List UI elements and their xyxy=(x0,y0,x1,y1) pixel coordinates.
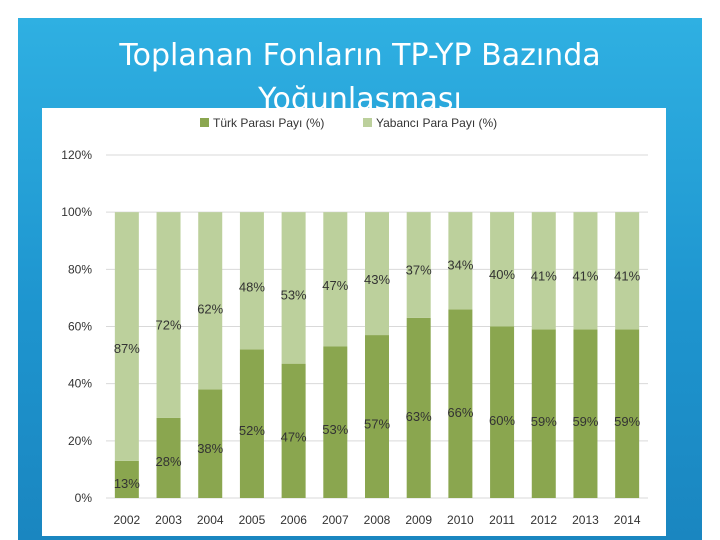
legend-label-yp: Yabancı Para Payı (%) xyxy=(376,116,497,130)
bar-tp-2004 xyxy=(198,389,223,498)
data-label-tp-2004: 38% xyxy=(197,441,223,456)
data-label-yp-2006: 53% xyxy=(281,287,307,302)
bar-tp-2011 xyxy=(490,326,515,498)
bar-yp-2005 xyxy=(239,212,264,350)
bar-yp-2007 xyxy=(323,212,348,347)
x-tick-label: 2002 xyxy=(113,513,140,527)
bar-tp-2005 xyxy=(239,349,264,498)
bar-yp-2014 xyxy=(615,212,640,330)
legend-swatch-yp xyxy=(363,118,372,127)
y-tick-label: 20% xyxy=(68,434,92,448)
bar-yp-2013 xyxy=(573,212,598,330)
data-label-tp-2010: 66% xyxy=(447,405,473,420)
bar-tp-2013 xyxy=(573,329,598,498)
bar-yp-2010 xyxy=(448,212,473,310)
x-tick-label: 2014 xyxy=(614,513,641,527)
bar-yp-2008 xyxy=(365,212,389,336)
data-label-tp-2014: 59% xyxy=(614,414,640,429)
bar-tp-2008 xyxy=(365,335,389,498)
data-label-tp-2008: 57% xyxy=(364,417,390,432)
chart-panel: 0% 20% 40% 60% 80% 100% 120% 13% 87% 2002 28% 72% 20… xyxy=(42,108,666,536)
data-label-yp-2005: 48% xyxy=(239,280,265,295)
bar-yp-2009 xyxy=(406,212,431,318)
data-label-yp-2012: 41% xyxy=(531,269,557,284)
bar-yp-2004 xyxy=(198,212,223,390)
x-tick-label: 2009 xyxy=(405,513,432,527)
slide-title: Toplanan Fonların TP-YP Bazında Yoğunlaş… xyxy=(119,38,601,108)
x-tick-label: 2006 xyxy=(280,513,307,527)
data-label-yp-2007: 47% xyxy=(322,278,348,293)
data-label-tp-2013: 59% xyxy=(572,414,598,429)
data-label-yp-2008: 43% xyxy=(364,272,390,287)
bar-tp-2007 xyxy=(323,346,348,498)
bar-yp-2002 xyxy=(114,212,139,461)
y-tick-label: 60% xyxy=(68,320,92,334)
data-label-yp-2013: 41% xyxy=(572,269,598,284)
bar-tp-2009 xyxy=(406,317,431,498)
bar-tp-2012 xyxy=(531,329,556,498)
data-label-yp-2003: 72% xyxy=(156,317,182,332)
data-label-yp-2004: 62% xyxy=(197,302,223,317)
x-tick-label: 2005 xyxy=(239,513,266,527)
x-tick-label: 2003 xyxy=(155,513,182,527)
bar-yp-2012 xyxy=(531,212,556,330)
data-label-yp-2002: 87% xyxy=(114,341,140,356)
bar-tp-2014 xyxy=(615,329,640,498)
x-tick-label: 2012 xyxy=(530,513,557,527)
x-tick-label: 2004 xyxy=(197,513,224,527)
data-label-yp-2011: 40% xyxy=(489,267,515,282)
legend-label-tp: Türk Parası Payı (%) xyxy=(213,116,324,130)
x-tick-label: 2010 xyxy=(447,513,474,527)
data-label-tp-2002: 13% xyxy=(114,476,140,491)
bar-yp-2011 xyxy=(490,212,515,327)
bar-tp-2002 xyxy=(114,460,139,498)
legend-swatch-tp xyxy=(200,118,209,127)
data-label-yp-2009: 37% xyxy=(406,262,432,277)
stacked-bar-chart: 0% 20% 40% 60% 80% 100% 120% 13% 87% 2002 28% 72% 20… xyxy=(61,116,648,527)
data-label-tp-2009: 63% xyxy=(406,409,432,424)
x-tick-label: 2013 xyxy=(572,513,599,527)
data-label-yp-2014: 41% xyxy=(614,269,640,284)
bar-tp-2010 xyxy=(448,309,473,498)
data-label-tp-2012: 59% xyxy=(531,414,557,429)
data-label-tp-2005: 52% xyxy=(239,423,265,438)
data-label-yp-2010: 34% xyxy=(447,258,473,273)
bar-tp-2006 xyxy=(281,363,306,498)
bar-yp-2003 xyxy=(156,212,181,418)
bar-yp-2006 xyxy=(281,212,306,364)
x-tick-label: 2011 xyxy=(489,513,515,527)
y-tick-label: 0% xyxy=(75,491,93,505)
y-tick-label: 80% xyxy=(68,262,92,276)
y-tick-label: 120% xyxy=(61,148,92,162)
bar-tp-2003 xyxy=(156,417,181,498)
y-tick-label: 40% xyxy=(68,377,92,391)
data-label-tp-2011: 60% xyxy=(489,413,515,428)
data-label-tp-2003: 28% xyxy=(156,454,182,469)
data-label-tp-2006: 47% xyxy=(281,430,307,445)
x-tick-label: 2008 xyxy=(364,513,391,527)
y-tick-label: 100% xyxy=(61,205,92,219)
data-label-tp-2007: 53% xyxy=(322,422,348,437)
x-tick-label: 2007 xyxy=(322,513,349,527)
